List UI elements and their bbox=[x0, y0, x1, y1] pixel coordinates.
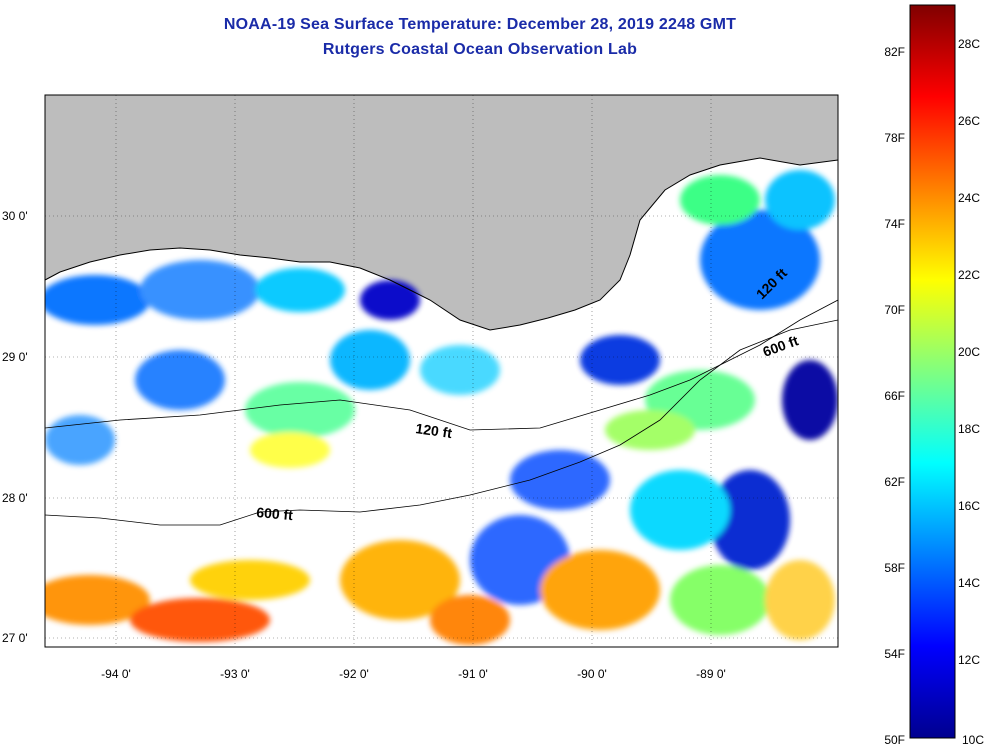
cb-c-label: 18C bbox=[958, 422, 980, 436]
contour-label-600-west: 600 ft bbox=[256, 504, 294, 523]
lat-label: 27 0' bbox=[2, 631, 28, 645]
cb-f-label: 78F bbox=[884, 131, 905, 145]
cb-f-label: 62F bbox=[884, 475, 905, 489]
cb-c-label: 26C bbox=[958, 114, 980, 128]
cb-f-label: 58F bbox=[884, 561, 905, 575]
cb-c-label: 12C bbox=[958, 653, 980, 667]
cb-f-label: 82F bbox=[884, 45, 905, 59]
lon-label: -93 0' bbox=[220, 667, 250, 681]
cb-c-label: 24C bbox=[958, 191, 980, 205]
contour-600ft bbox=[45, 319, 838, 526]
lat-label: 30 0' bbox=[2, 209, 28, 223]
cb-f-label: 70F bbox=[884, 303, 905, 317]
map-frame bbox=[44, 94, 839, 648]
cb-c-label: 28C bbox=[958, 37, 980, 51]
coastline bbox=[45, 157, 838, 331]
lat-label: 28 0' bbox=[2, 491, 28, 505]
cb-c-label: 14C bbox=[958, 576, 980, 590]
colorbar-fahrenheit-labels: 82F 78F 74F 70F 66F 62F 58F 54F 50F bbox=[884, 45, 905, 747]
lon-label: -92 0' bbox=[339, 667, 369, 681]
cb-f-label: 66F bbox=[884, 389, 905, 403]
map-area bbox=[45, 95, 838, 647]
cb-f-label: 74F bbox=[884, 217, 905, 231]
cb-f-label: 54F bbox=[884, 647, 905, 661]
graticule bbox=[45, 95, 838, 647]
cb-c-label: 20C bbox=[958, 345, 980, 359]
latitude-axis: 30 0' 29 0' 28 0' 27 0' bbox=[2, 209, 28, 645]
cb-c-label: 22C bbox=[958, 268, 980, 282]
lon-label: -91 0' bbox=[458, 667, 488, 681]
chart-title: NOAA-19 Sea Surface Temperature: Decembe… bbox=[223, 16, 737, 33]
lon-label: -89 0' bbox=[696, 667, 726, 681]
cb-c-label: 10C bbox=[962, 733, 984, 747]
lat-label: 29 0' bbox=[2, 350, 28, 364]
contour-120ft bbox=[45, 299, 838, 431]
cb-f-label: 50F bbox=[884, 733, 905, 747]
sst-data-layer bbox=[45, 170, 838, 645]
land-mass bbox=[45, 95, 838, 330]
chart-subtitle: Rutgers Coastal Ocean Observation Lab bbox=[322, 41, 638, 58]
colorbar bbox=[909, 4, 956, 739]
contour-label-120-west: 120 ft bbox=[415, 420, 454, 441]
land-mass-east bbox=[735, 95, 838, 150]
lon-label: -94 0' bbox=[101, 667, 131, 681]
cb-c-label: 16C bbox=[958, 499, 980, 513]
longitude-axis: -94 0' -93 0' -92 0' -91 0' -90 0' -89 0… bbox=[101, 667, 726, 681]
colorbar-celsius-labels: 28C 26C 24C 22C 20C 18C 16C 14C 12C 10C bbox=[958, 37, 984, 747]
lon-label: -90 0' bbox=[577, 667, 607, 681]
